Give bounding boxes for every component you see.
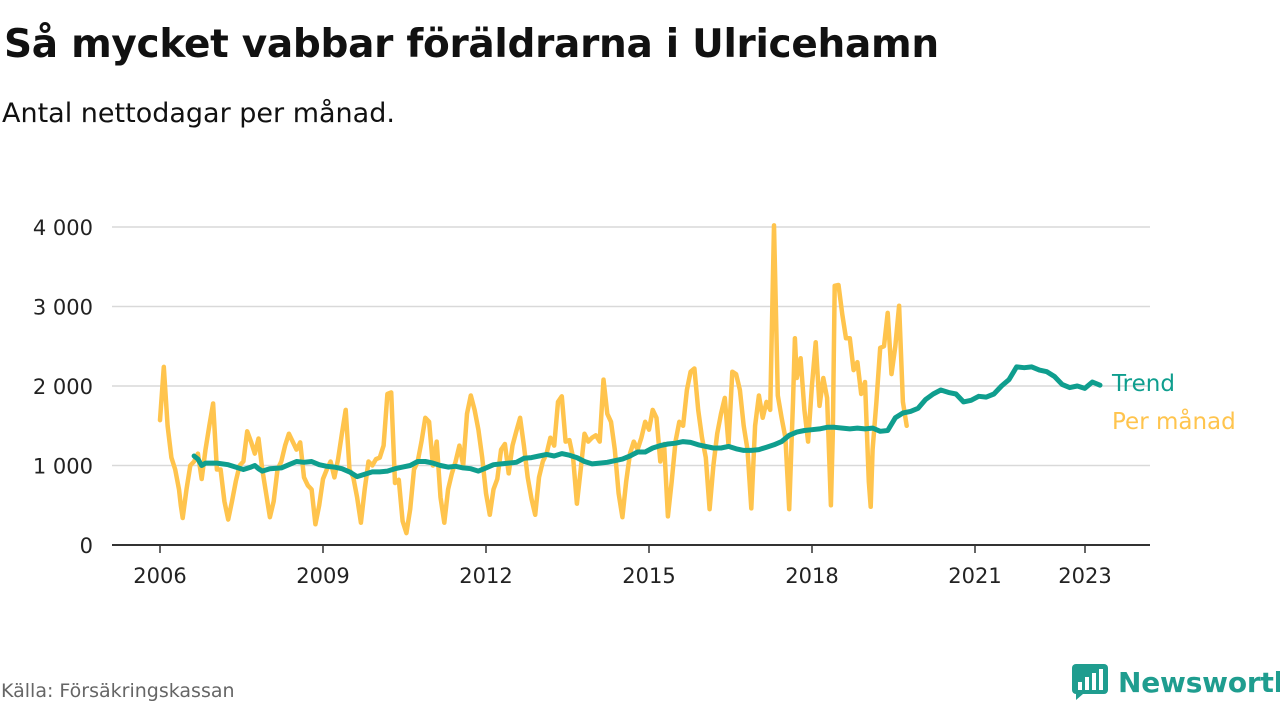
source-note: Källa: Försäkringskassan (1, 680, 235, 702)
newsworthy-logo-icon (1072, 664, 1108, 700)
chart-subtitle: Antal nettodagar per månad. (2, 98, 395, 129)
y-tick-label: 0 (80, 534, 93, 558)
x-tick-label: 2015 (622, 564, 675, 588)
series: Per månad Trend (157, 223, 1236, 536)
x-tick-label: 2021 (948, 564, 1001, 588)
series-line-trend (191, 364, 1103, 480)
x-tick-label: 2023 (1058, 564, 1111, 588)
brand-name: Newsworthy (1118, 665, 1280, 699)
y-tick-label: 2 000 (33, 375, 93, 399)
y-tick-label: 4 000 (33, 216, 93, 240)
chart-title: Så mycket vabbar föräldrarna i Ulriceham… (4, 22, 939, 67)
y-tick-label: 1 000 (33, 455, 93, 479)
x-tick-label: 2006 (133, 564, 186, 588)
brand-logo[interactable]: Newsworthy (1072, 664, 1280, 700)
x-tick-label: 2012 (459, 564, 512, 588)
series-label-trend: Trend (1111, 371, 1175, 397)
y-tick-label: 3 000 (33, 296, 93, 320)
x-tick-label: 2009 (296, 564, 349, 588)
gridlines (112, 226, 1150, 467)
x-axis-ticks: 2006 2009 2012 2015 2018 2021 2023 (133, 545, 1112, 588)
x-tick-label: 2018 (785, 564, 838, 588)
y-axis-ticks: 0 1 000 2 000 3 000 4 000 (33, 216, 93, 558)
series-label-monthly: Per månad (1112, 407, 1236, 435)
series-line-monthly (157, 223, 909, 536)
